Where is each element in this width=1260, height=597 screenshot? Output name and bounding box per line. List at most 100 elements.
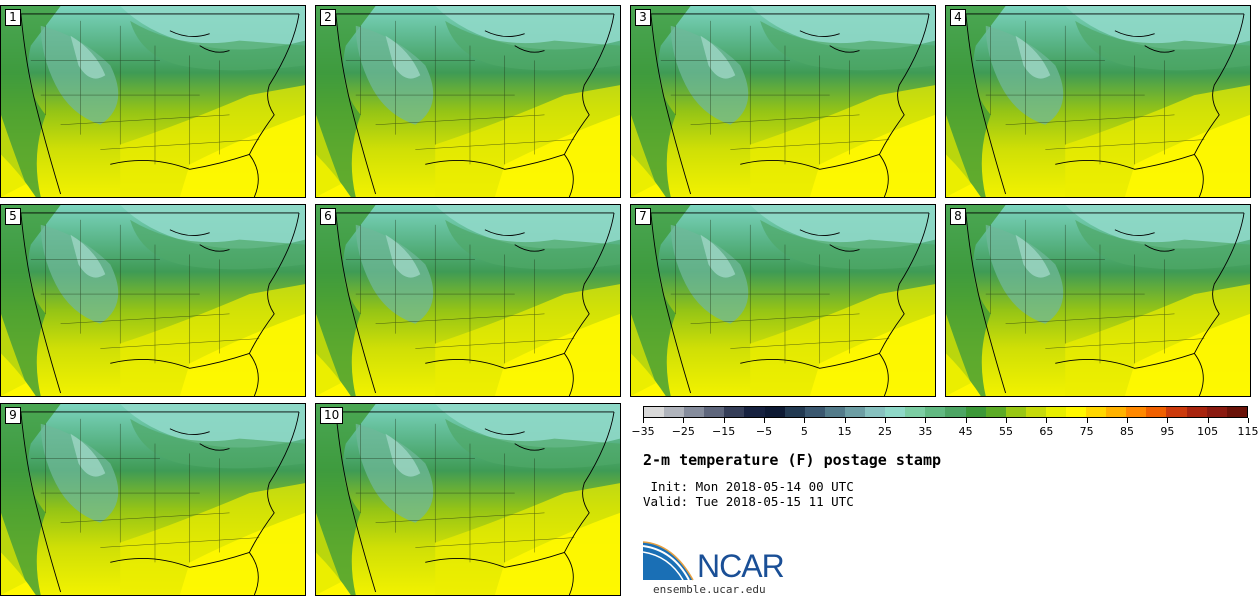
temperature-map: [316, 6, 620, 197]
map-panel-10: 10: [315, 403, 621, 596]
colorbar-tick-label: 95: [1160, 425, 1175, 438]
colorbar-tick-label: 35: [918, 425, 933, 438]
chart-title: 2-m temperature (F) postage stamp: [643, 451, 942, 469]
colorbar-swatch: [1086, 407, 1107, 417]
colorbar-swatch: [1106, 407, 1127, 417]
map-panel-5: 5: [0, 204, 306, 397]
colorbar-swatch: [1005, 407, 1026, 417]
site-url: ensemble.ucar.edu: [653, 583, 766, 596]
ncar-logo-text: NCAR: [697, 548, 785, 584]
colorbar-tick: [1086, 418, 1088, 423]
temperature-map: [1, 205, 305, 396]
colorbar-tick-label: 5: [800, 425, 808, 438]
colorbar-tick-label: 75: [1079, 425, 1094, 438]
colorbar-swatch: [1065, 407, 1087, 417]
colorbar-tick-label: −35: [631, 425, 655, 438]
colorbar-swatch: [684, 407, 705, 417]
temperature-map: [1, 404, 305, 595]
colorbar-swatch: [1126, 407, 1147, 417]
member-number-label: 2: [320, 9, 336, 26]
temperature-map: [631, 6, 935, 197]
colorbar-swatch: [744, 407, 765, 417]
colorbar-tick: [804, 418, 806, 423]
colorbar-tick: [683, 418, 685, 423]
colorbar-swatch: [844, 407, 866, 417]
colorbar-swatch: [865, 407, 886, 417]
temperature-map: [1, 6, 305, 197]
colorbar-swatch: [985, 407, 1006, 417]
map-panel-3: 3: [630, 5, 936, 198]
colorbar-swatch: [724, 407, 745, 417]
map-panel-8: 8: [945, 204, 1251, 397]
colorbar-tick: [723, 418, 725, 423]
member-number-label: 5: [5, 208, 21, 225]
colorbar-tick-label: −15: [712, 425, 736, 438]
member-number-label: 9: [5, 407, 21, 424]
temperature-map: [631, 205, 935, 396]
member-number-label: 6: [320, 208, 336, 225]
ncar-logo-icon: [643, 541, 694, 581]
map-panel-4: 4: [945, 5, 1251, 198]
map-panel-1: 1: [0, 5, 306, 198]
temperature-map: [946, 6, 1250, 197]
temperature-map: [316, 205, 620, 396]
map-panel-9: 9: [0, 403, 306, 596]
valid-time: Valid: Tue 2018-05-15 11 UTC: [643, 494, 854, 509]
colorbar-tick-label: 25: [878, 425, 892, 438]
colorbar-tick: [1207, 418, 1209, 423]
colorbar-swatch: [1146, 407, 1167, 417]
colorbar-tick-label: 105: [1197, 425, 1219, 438]
colorbar-swatch: [644, 407, 665, 417]
map-panel-6: 6: [315, 204, 621, 397]
member-number-label: 10: [320, 407, 344, 424]
temperature-map: [946, 205, 1250, 396]
colorbar-tick: [1046, 418, 1048, 423]
temperature-colorbar: [643, 406, 1248, 418]
colorbar-tick-label: 85: [1120, 425, 1134, 438]
colorbar-swatch: [704, 407, 725, 417]
colorbar-tick-label: 15: [837, 425, 852, 438]
colorbar-tick-label: 55: [999, 425, 1013, 438]
colorbar-swatch: [1045, 407, 1066, 417]
colorbar-tick: [965, 418, 967, 423]
colorbar-swatch: [905, 407, 926, 417]
colorbar-tick: [885, 418, 886, 423]
colorbar-swatch: [885, 407, 906, 417]
colorbar-tick: [764, 418, 765, 423]
map-panel-2: 2: [315, 5, 621, 198]
colorbar-tick: [844, 418, 846, 423]
colorbar-tick: [1248, 418, 1249, 423]
colorbar-swatch: [764, 407, 785, 417]
colorbar-tick: [925, 418, 927, 423]
colorbar-tick: [1006, 418, 1007, 423]
colorbar-tick-label: 45: [958, 425, 973, 438]
member-number-label: 4: [950, 9, 966, 26]
init-time: Init: Mon 2018-05-14 00 UTC: [643, 479, 854, 494]
colorbar-tick: [1167, 418, 1169, 423]
colorbar-swatch: [1186, 407, 1207, 417]
colorbar-swatch: [784, 407, 805, 417]
colorbar-tick: [1127, 418, 1128, 423]
colorbar-swatch: [945, 407, 966, 417]
colorbar-swatch: [965, 407, 986, 417]
colorbar-tick-label: −5: [755, 425, 773, 438]
temperature-map: [316, 404, 620, 595]
colorbar-swatch: [804, 407, 825, 417]
map-panel-7: 7: [630, 204, 936, 397]
colorbar-swatch: [1206, 407, 1227, 417]
colorbar-swatch: [1226, 407, 1247, 417]
colorbar-tick: [643, 418, 644, 423]
member-number-label: 3: [635, 9, 651, 26]
colorbar-swatch: [664, 407, 685, 417]
colorbar-ticks: −35 −25 −15 −5 5 15 25 35 45 55 65 75 85 95 105 115: [631, 418, 1259, 448]
member-number-label: 7: [635, 208, 651, 225]
member-number-label: 8: [950, 208, 966, 225]
colorbar-swatch: [925, 407, 946, 417]
colorbar-tick-label: −25: [671, 425, 695, 438]
colorbar-tick-label: 65: [1039, 425, 1054, 438]
colorbar-tick-label: 115: [1237, 425, 1259, 438]
colorbar-swatch: [1166, 407, 1187, 417]
colorbar-swatch: [1025, 407, 1046, 417]
colorbar-swatch: [824, 407, 845, 417]
member-number-label: 1: [5, 9, 21, 26]
